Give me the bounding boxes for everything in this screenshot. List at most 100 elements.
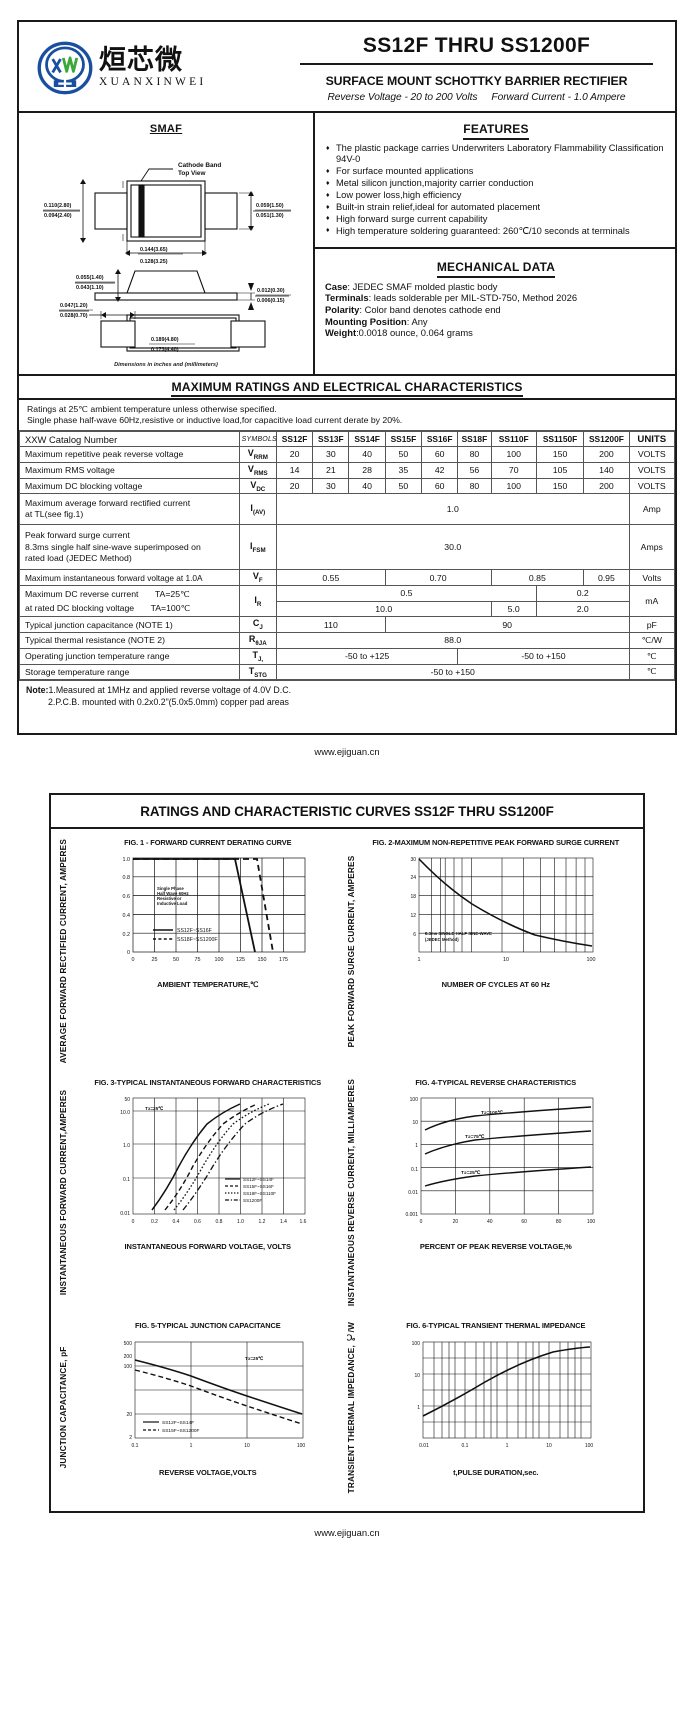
fig5-annotation: Tↄ=25℃ (245, 1355, 264, 1361)
svg-text:0: 0 (131, 957, 134, 963)
cell-value-group: -50 to +150 (457, 647, 630, 665)
note-line2: 2.P.C.B. mounted with 0.2x0.2”(5.0x5.0mm… (48, 696, 289, 707)
package-title: SMAF (149, 123, 183, 135)
svg-text:8.3ms SINGLE HALF SINE-WAVE: 8.3ms SINGLE HALF SINE-WAVE (425, 931, 492, 936)
fig2-chart: 30 24 18 12 6 1 10 100 8.3ms SINGLE HALF SINE… (410, 857, 595, 963)
title-underline (300, 63, 653, 65)
page1-footer-link[interactable]: www.ejiguan.cn (314, 745, 380, 757)
svg-text:18: 18 (410, 894, 416, 900)
fig4-series-tj75 (424, 1130, 591, 1156)
dim-foot-top: 0.047(1.20) (60, 303, 88, 309)
svg-text:0.1: 0.1 (131, 1443, 138, 1449)
param-name: Typical thermal resistance (NOTE 2) (19, 631, 240, 649)
feature-item: Low power loss,high efficiency (325, 190, 667, 202)
fig1-legend-1: SS18F~SS1200F (177, 937, 218, 943)
fig1-ylabel: AVERAGE FORWARD RECTIFIED CURRENT, AMPER… (59, 838, 68, 1063)
mechanical-title: MECHANICAL DATA (325, 259, 667, 278)
dim-width-left-bottom: 0.094(2.40) (44, 213, 72, 219)
fig3-legend-2: SS18F~SS110F (243, 1191, 276, 1196)
cell-value: 42 (421, 461, 459, 479)
fig5-legend-0: SS12F~SS14F (162, 1420, 194, 1426)
figure-5: JUNCTION CAPACITANCE, pF FIG. 5-TYPICAL … (59, 1321, 348, 1493)
svg-text:1: 1 (417, 957, 420, 963)
reverse-voltage-text: Reverse Voltage - 20 to 200 Volts (327, 92, 478, 103)
table-row: Maximum average forward rectified curren… (19, 493, 676, 526)
svg-text:0: 0 (131, 1219, 134, 1225)
param-symbol: I(AV) (238, 493, 277, 526)
svg-text:10: 10 (412, 1120, 418, 1126)
feature-item: Built-in strain relief,ideal for automat… (325, 202, 667, 214)
cell-units: Amp (628, 493, 676, 526)
fig5-plot-area: FIG. 5-TYPICAL JUNCTION CAPACITANCE (69, 1321, 348, 1493)
fig4-plot-area: FIG. 4-TYPICAL REVERSE CHARACTERISTICS (357, 1078, 636, 1306)
svg-text:100: 100 (587, 1219, 596, 1225)
title-block: SS12F THRU SS1200F SURFACE MOUNT SCHOTTK… (294, 22, 675, 111)
mech-polarity: Polarity: Color band denotes cathode end (325, 303, 501, 315)
svg-text:25: 25 (151, 957, 157, 963)
svg-text:0: 0 (127, 950, 130, 956)
fig2-title: FIG. 2-MAXIMUM NON-REPETITIVE PEAK FORWA… (372, 837, 620, 847)
note-line1: Note:1.Measured at 1MHz and applied reve… (26, 685, 292, 696)
svg-text:10: 10 (546, 1443, 552, 1449)
fig4-chart: 100 10 1 0.1 0.01 0.001 0 20 40 60 80 100 Tↄ=100… (405, 1097, 596, 1225)
dim-body-length-bottom: 0.128(3.25) (140, 259, 168, 265)
curves-row-1: AVERAGE FORWARD RECTIFIED CURRENT, AMPER… (59, 837, 635, 1063)
fig3-ylabel: INSTANTANEOUS FORWARD CURRENT,AMPERES (59, 1089, 68, 1296)
ratings-note-line1: Ratings at 25℃ ambient temperature unles… (27, 404, 277, 414)
ratings-conditions: Ratings at 25℃ ambient temperature unles… (19, 400, 675, 431)
fig3-legend-0: SS12F~SS14F (243, 1177, 274, 1182)
table-header-row: XXW Catalog Number SYMBOLS SS12F SS13F S… (19, 431, 676, 447)
mech-terminals: Terminals: leads solderable per MIL-STD-… (325, 292, 578, 304)
fig1-chart: 1.0 0.8 0.6 0.4 0.2 0 0 25 50 75 100 125 150 175… (122, 857, 306, 963)
svg-text:1: 1 (505, 1443, 508, 1449)
fig4-series-tj25 (424, 1166, 591, 1188)
fig1-legend-0: SS12F~SS16F (177, 928, 212, 934)
col-device-3: SS15F (384, 431, 423, 447)
cell-value: 50 (384, 477, 423, 495)
dim-foot-bottom: 0.028(0.70) (60, 313, 88, 319)
figure-3: INSTANTANEOUS FORWARD CURRENT,AMPERES FI… (59, 1077, 347, 1306)
svg-text:100: 100 (297, 1443, 306, 1449)
cell-value-span: 1.0 (275, 493, 630, 526)
fig3-series-0 (151, 1103, 241, 1211)
fig1-title: FIG. 1 - FORWARD CURRENT DERATING CURVE (124, 837, 292, 847)
col-symbols: SYMBOLS (238, 431, 277, 447)
fig5-xlabel: REVERSE VOLTAGE,VOLTS (159, 1467, 257, 1477)
page2-footer-link[interactable]: www.ejiguan.cn (314, 1527, 380, 1539)
dim-body-length-top: 0.144(3.65) (140, 247, 168, 253)
svg-text:1.6: 1.6 (299, 1219, 306, 1225)
fig3-title: FIG. 3-TYPICAL INSTANTANEOUS FORWARD CHA… (94, 1077, 322, 1087)
fig4-series-tj100 (424, 1106, 591, 1132)
svg-text:0.6: 0.6 (194, 1219, 201, 1225)
col-device-4: SS16F (421, 431, 459, 447)
feature-item: High forward surge current capability (325, 213, 667, 225)
cell-value: 21 (312, 461, 350, 479)
fig3-series-1 (164, 1103, 258, 1211)
cell-value-span: 30.0 (275, 524, 630, 571)
dim-body-height-bottom: 0.043(1.10) (76, 285, 104, 291)
cell-value: 150 (535, 446, 585, 463)
svg-text:50: 50 (173, 957, 179, 963)
svg-text:1: 1 (415, 1143, 418, 1149)
cell-value: 60 (421, 477, 459, 495)
product-ratings-line: Reverse Voltage - 20 to 200 Volts Forward… (294, 92, 659, 103)
table-row: Maximum DC reverse current TA=25℃ at rat… (19, 585, 676, 618)
fig5-series-0 (134, 1358, 302, 1415)
svg-text:30: 30 (410, 857, 416, 863)
svg-text:Half Wave 60Hz: Half Wave 60Hz (157, 891, 189, 896)
svg-text:100: 100 (214, 957, 223, 963)
feature-item: The plastic package carries Underwriters… (325, 143, 667, 166)
dim-overall-top: 0.189(4.80) (151, 337, 179, 343)
svg-text:(JEDEC Method): (JEDEC Method) (425, 937, 459, 942)
cell-value: 70 (490, 461, 537, 479)
curves-row-3: JUNCTION CAPACITANCE, pF FIG. 5-TYPICAL … (59, 1321, 635, 1493)
curves-page-title: RATINGS AND CHARACTERISTIC CURVES SS12F … (51, 795, 643, 829)
fig2-xlabel: NUMBER OF CYCLES AT 60 Hz (441, 980, 550, 990)
table-notes: Note:1.Measured at 1MHz and applied reve… (19, 680, 675, 732)
cell-value: 150 (535, 477, 585, 495)
svg-text:200: 200 (123, 1354, 132, 1360)
company-name-cn: 烜芯微 (99, 44, 183, 76)
fig6-chart: 100 10 1 0.01 0.1 1 10 100 (411, 1341, 593, 1449)
svg-text:6: 6 (413, 932, 416, 938)
fig2-ylabel: PEAK FORWARD SURGE CURRENT, AMPERES (347, 854, 356, 1047)
